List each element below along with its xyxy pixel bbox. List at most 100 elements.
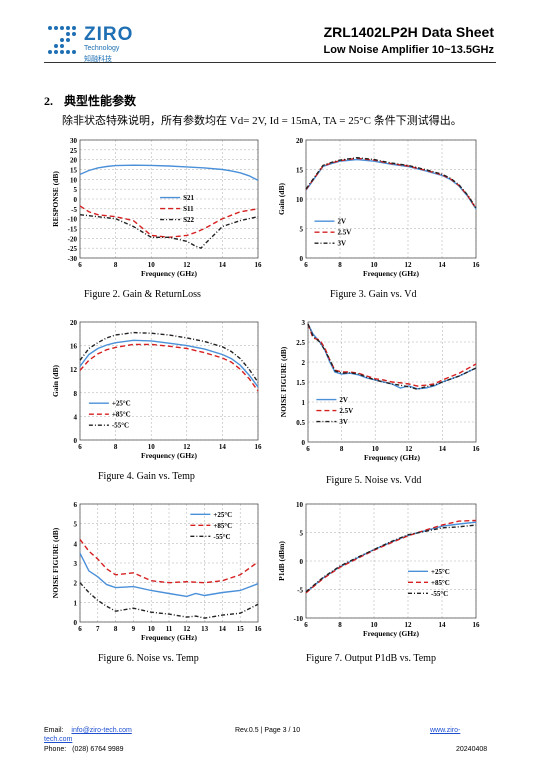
header-divider xyxy=(44,62,496,63)
legend: 2V 2.5V 3V xyxy=(314,218,352,248)
logo-subtitle-cn: 知融科技 xyxy=(84,56,112,63)
section-number: 2. xyxy=(44,94,53,108)
series-line xyxy=(305,519,477,594)
x-tick-label: 6 xyxy=(304,261,308,269)
chart-p1db-vs-temp: -10 -5 0 5 10 6 8 10 12 14 16 Frequency (GHz) P1dB (… xyxy=(277,501,481,638)
y-axis-label: NOISE FIGURE (dB) xyxy=(51,527,60,598)
plot-frame xyxy=(305,503,477,619)
legend-label: +85°C xyxy=(213,522,232,530)
series-line xyxy=(79,538,259,584)
y-tick-label: 5 xyxy=(300,530,304,538)
chart-noise-vs-vdd: 0 0.5 1 1.5 2 2.5 3 6 8 10 12 14 16 Frequency (GHz) NO… xyxy=(279,319,480,462)
x-tick-label: 12 xyxy=(183,625,191,633)
logo-subtitle-en: Technology xyxy=(84,45,120,52)
x-tick-label: 14 xyxy=(219,261,227,269)
x-tick-label: 14 xyxy=(439,261,447,269)
legend-label: +85°C xyxy=(112,411,131,419)
y-tick-label: -10 xyxy=(68,216,78,224)
x-tick-label: 7 xyxy=(96,625,100,633)
y-tick-label: 10 xyxy=(296,501,304,509)
y-tick-label: 10 xyxy=(70,176,78,184)
footer-page-info: Rev.0.5 | Page 3 / 10 xyxy=(235,727,301,734)
y-axis-label: Gain (dB) xyxy=(277,183,286,215)
x-tick-label: 16 xyxy=(473,621,481,629)
legend-label: +25°C xyxy=(213,511,232,519)
legend-label: +85°C xyxy=(431,579,450,587)
y-tick-label: 25 xyxy=(70,147,78,155)
x-tick-label: 8 xyxy=(114,443,118,451)
y-tick-label: 12 xyxy=(70,366,78,374)
website-link-cont[interactable]: tech.com xyxy=(44,736,73,743)
y-tick-label: 20 xyxy=(296,137,304,145)
footer-email: Email: info@ziro-tech.com xyxy=(44,727,132,734)
legend-label: 3V xyxy=(338,240,347,248)
legend-label: +25°C xyxy=(431,568,450,576)
figure-caption: Figure 5. Noise vs. Vdd xyxy=(326,475,422,486)
y-axis-label: RESPONSE (dB) xyxy=(51,171,60,227)
email-link[interactable]: info@ziro-tech.com xyxy=(71,727,132,734)
legend-label: -55°C xyxy=(431,590,448,598)
y-tick-label: 8 xyxy=(74,390,78,398)
x-axis-label: Frequency (GHz) xyxy=(141,633,197,642)
x-tick-label: 16 xyxy=(473,261,481,269)
logo-name: ZIRO xyxy=(84,24,134,45)
x-tick-label: 16 xyxy=(255,261,263,269)
y-tick-label: 15 xyxy=(296,167,304,175)
series-line xyxy=(79,214,259,250)
series-line xyxy=(79,339,259,388)
y-tick-label: 0 xyxy=(74,619,78,627)
y-tick-label: -25 xyxy=(68,245,78,253)
website-link[interactable]: www.ziro- xyxy=(430,727,461,734)
x-tick-label: 6 xyxy=(304,621,308,629)
y-tick-label: -10 xyxy=(294,615,304,623)
series-line xyxy=(79,552,259,598)
legend-label: -55°C xyxy=(213,533,230,541)
plot-frame xyxy=(79,139,259,259)
y-tick-label: 5 xyxy=(300,226,304,234)
x-tick-label: 8 xyxy=(114,261,118,269)
x-tick-label: 14 xyxy=(219,443,227,451)
x-tick-label: 6 xyxy=(78,625,82,633)
legend-label: 2.5V xyxy=(338,229,352,237)
section-intro: 除非状态特殊说明，所有参数均在 Vd= 2V, Id = 15mA, TA = … xyxy=(62,115,462,127)
datasheet-subtitle: Low Noise Amplifier 10~13.5GHz xyxy=(323,44,494,56)
x-axis-label: Frequency (GHz) xyxy=(364,453,420,462)
datasheet-title: ZRL1402LP2H Data Sheet xyxy=(323,24,494,40)
footer-phone: Phone: (028) 6764 9989 xyxy=(44,746,124,753)
x-tick-label: 14 xyxy=(439,445,447,453)
legend-label: +25°C xyxy=(112,400,131,408)
x-tick-label: 12 xyxy=(405,261,413,269)
y-tick-label: 0.5 xyxy=(296,419,305,427)
y-tick-label: 5 xyxy=(74,521,78,529)
y-tick-label: 15 xyxy=(70,167,78,175)
chart-gain-vs-temp: 0 4 8 12 16 20 6 8 10 12 14 16 Frequency (GHz) Gain (… xyxy=(51,319,263,460)
legend: +25°C +85°C -55°C xyxy=(408,568,450,598)
y-tick-label: 20 xyxy=(70,157,78,165)
series-line xyxy=(79,343,259,392)
y-axis-label: P1dB (dBm) xyxy=(277,541,286,581)
footer-website-cont: tech.com xyxy=(44,736,72,743)
y-tick-label: 3 xyxy=(74,560,78,568)
legend-label: 2V xyxy=(339,396,348,404)
x-tick-label: 8 xyxy=(338,621,342,629)
section-heading: 2. 典型性能参数 xyxy=(44,92,136,109)
series-line xyxy=(305,157,477,209)
x-tick-label: 16 xyxy=(255,625,263,633)
y-tick-label: 3 xyxy=(302,319,306,327)
legend-label: 3V xyxy=(339,418,348,426)
y-tick-label: 1 xyxy=(302,399,306,407)
plot-frame xyxy=(79,503,259,623)
series-line xyxy=(305,158,477,210)
y-tick-label: 2 xyxy=(74,580,78,588)
x-tick-label: 10 xyxy=(148,443,156,451)
y-axis-label: Gain (dB) xyxy=(51,365,60,397)
x-tick-label: 16 xyxy=(255,443,263,451)
x-tick-label: 11 xyxy=(166,625,173,633)
figure-caption: Figure 6. Noise vs. Temp xyxy=(98,653,199,664)
series-line xyxy=(79,582,259,619)
y-tick-label: -30 xyxy=(68,255,78,263)
x-tick-label: 12 xyxy=(183,261,191,269)
grid xyxy=(79,321,259,441)
y-tick-label: 30 xyxy=(70,137,78,145)
legend-label: 2V xyxy=(338,218,347,226)
